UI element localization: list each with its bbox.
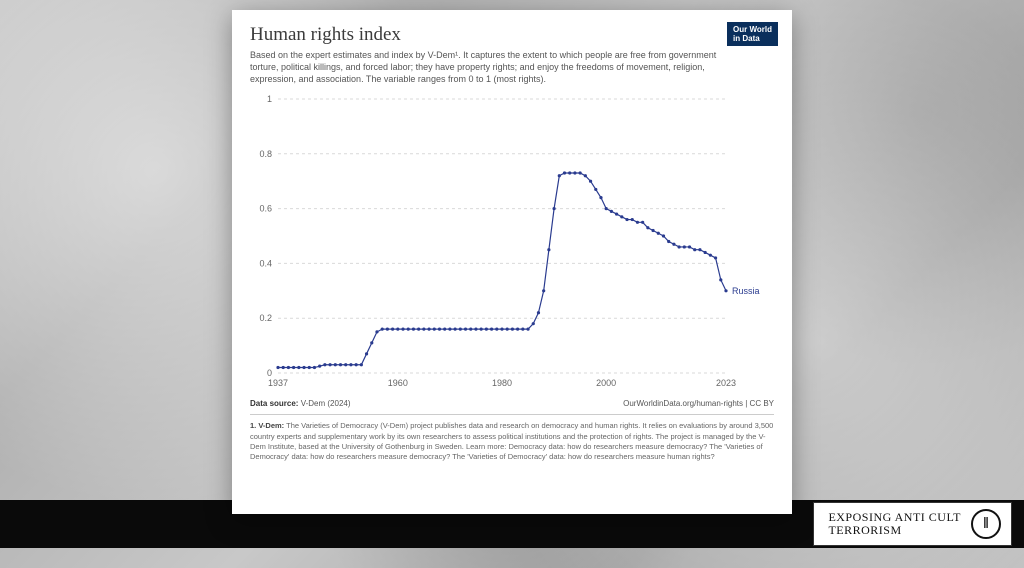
chart-card: Our World in Data Human rights index Bas…	[232, 10, 792, 514]
paperclip-icon: ‖	[971, 509, 1001, 539]
svg-text:1980: 1980	[492, 378, 512, 388]
owid-logo-badge: Our World in Data	[727, 22, 778, 46]
line-chart-svg: 0 0.2 0.4 0.6 0.8 1 1937 1960 1980 2000 2023 Russia	[250, 93, 774, 393]
owid-line2: in Data	[733, 34, 772, 43]
svg-text:0.6: 0.6	[259, 204, 272, 214]
svg-text:2000: 2000	[596, 378, 616, 388]
owid-line1: Our World	[733, 25, 772, 34]
chart-footer-row: Data source: V-Dem (2024) OurWorldinData…	[250, 399, 774, 408]
brand-text: EXPOSING ANTI CULT TERRORISM	[828, 511, 961, 537]
svg-text:1: 1	[267, 94, 272, 104]
svg-text:0.8: 0.8	[259, 149, 272, 159]
chart-title: Human rights index	[250, 24, 774, 46]
brand-line2: TERRORISM	[828, 524, 961, 537]
svg-text:2023: 2023	[716, 378, 736, 388]
chart-plot-area: 0 0.2 0.4 0.6 0.8 1 1937 1960 1980 2000 2023 Russia	[250, 93, 774, 393]
svg-text:0.4: 0.4	[259, 259, 272, 269]
svg-text:Russia: Russia	[732, 286, 760, 296]
divider-line	[250, 414, 774, 415]
footnote: 1. V-Dem: The Varieties of Democracy (V-…	[250, 421, 774, 462]
chart-subtitle: Based on the expert estimates and index …	[250, 49, 720, 85]
attribution-text: OurWorldinData.org/human-rights | CC BY	[623, 399, 774, 408]
svg-text:0.2: 0.2	[259, 314, 272, 324]
data-source: Data source: V-Dem (2024)	[250, 399, 351, 408]
svg-text:1937: 1937	[268, 378, 288, 388]
svg-text:0: 0	[267, 368, 272, 378]
site-brand-badge: EXPOSING ANTI CULT TERRORISM ‖	[813, 502, 1012, 546]
svg-text:1960: 1960	[388, 378, 408, 388]
